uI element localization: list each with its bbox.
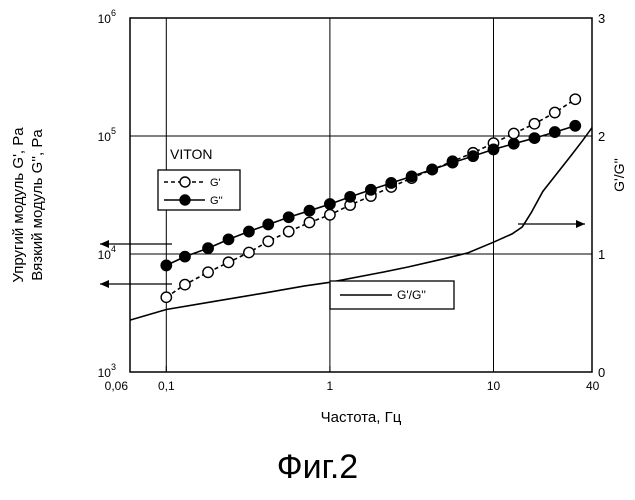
tick-labels: 0,06 0,1 1 10 40 103 104 105 106 0 1 2 3 bbox=[98, 8, 606, 393]
data-point-g-prime bbox=[262, 235, 275, 248]
data-point-g-double-prime bbox=[303, 204, 316, 217]
y-right-axis-label: G'/G'' bbox=[611, 158, 627, 192]
axis-labels: Частота, Гц Упругий модуль G', Pa Вязкий м… bbox=[10, 127, 627, 426]
figure-caption: Фиг.2 bbox=[276, 448, 359, 486]
legend-label-g-double-prime: G'' bbox=[210, 195, 223, 207]
y-right-tick-label: 2 bbox=[598, 129, 605, 144]
data-point-g-double-prime bbox=[426, 163, 439, 176]
arrow-ratio-to-right-axis-head bbox=[576, 220, 585, 228]
data-point-g-prime bbox=[528, 117, 541, 130]
data-point-g-double-prime bbox=[179, 250, 191, 263]
data-point-g-prime bbox=[323, 208, 336, 221]
chart: 0,06 0,1 1 10 40 103 104 105 106 0 1 2 3 VITON G' G'' G… bbox=[10, 8, 627, 426]
y-right-tick-label: 1 bbox=[598, 247, 605, 262]
data-point-g-double-prime bbox=[222, 233, 235, 246]
legend-marker-g-prime bbox=[179, 176, 191, 188]
data-point-g-prime bbox=[303, 216, 316, 229]
data-point-g-prime bbox=[507, 127, 520, 140]
x-tick-label: 0,1 bbox=[158, 379, 175, 393]
data-point-g-prime bbox=[548, 106, 561, 119]
grid-lines bbox=[130, 18, 592, 372]
data-point-g-prime bbox=[222, 256, 235, 269]
y-left-tick-label: 103 bbox=[98, 362, 116, 380]
y-left-axis-label-viscous: Вязкий модуль G'', Pa bbox=[29, 129, 46, 281]
data-point-g-double-prime bbox=[160, 259, 173, 272]
data-point-g-prime bbox=[179, 278, 191, 291]
data-point-g-prime bbox=[160, 291, 173, 304]
data-point-g-double-prime bbox=[364, 183, 377, 196]
legend-box bbox=[157, 169, 241, 211]
data-point-g-double-prime bbox=[446, 156, 459, 169]
data-point-g-double-prime bbox=[385, 177, 398, 189]
legend-group-title: VITON bbox=[170, 146, 213, 162]
y-left-tick-label: 106 bbox=[98, 8, 116, 26]
y-right-tick-label: 3 bbox=[598, 11, 605, 26]
data-point-g-double-prime bbox=[548, 126, 561, 138]
arrow-g-double-prime-to-left-axis-head bbox=[100, 240, 109, 248]
data-point-g-prime bbox=[282, 225, 295, 238]
plot-frame bbox=[129, 17, 593, 373]
data-point-g-double-prime bbox=[262, 218, 275, 231]
data-point-g-prime bbox=[569, 93, 582, 106]
data-point-g-double-prime bbox=[528, 132, 541, 144]
data-point-g-double-prime bbox=[405, 170, 418, 183]
data-point-g-prime bbox=[243, 246, 255, 259]
y-left-axis-label-elastic: Упругий модуль G', Pa bbox=[10, 127, 27, 283]
series-line-g-prime bbox=[165, 98, 576, 298]
series-layer bbox=[129, 93, 593, 321]
y-right-tick-label: 0 bbox=[598, 365, 605, 380]
data-point-g-double-prime bbox=[507, 137, 520, 150]
legend-marker-g-double-prime bbox=[179, 194, 191, 206]
x-tick-label: 40 bbox=[586, 379, 600, 393]
y-left-tick-label: 104 bbox=[98, 244, 116, 262]
data-point-g-double-prime bbox=[569, 119, 582, 132]
x-tick-label: 1 bbox=[327, 379, 334, 393]
x-axis-label: Частота, Гц bbox=[321, 409, 402, 426]
data-point-g-double-prime bbox=[487, 143, 500, 156]
legend: VITON G' G'' G'/G'' bbox=[157, 146, 455, 310]
data-point-g-double-prime bbox=[323, 198, 336, 210]
arrow-g-prime-to-left-axis-head bbox=[100, 280, 109, 288]
axis-arrows bbox=[100, 220, 585, 288]
legend-label-g-prime: G' bbox=[210, 177, 221, 189]
data-point-g-double-prime bbox=[202, 242, 214, 255]
data-point-g-double-prime bbox=[344, 190, 357, 203]
data-point-g-double-prime bbox=[282, 211, 295, 224]
x-tick-label: 10 bbox=[487, 379, 501, 393]
legend-label-ratio: G'/G'' bbox=[397, 288, 426, 302]
x-tick-label: 0,06 bbox=[105, 379, 129, 393]
data-point-g-double-prime bbox=[243, 225, 255, 238]
data-point-g-double-prime bbox=[467, 150, 479, 163]
y-left-tick-label: 105 bbox=[98, 126, 116, 144]
data-point-g-prime bbox=[202, 266, 214, 279]
series-line-ratio bbox=[129, 127, 593, 321]
